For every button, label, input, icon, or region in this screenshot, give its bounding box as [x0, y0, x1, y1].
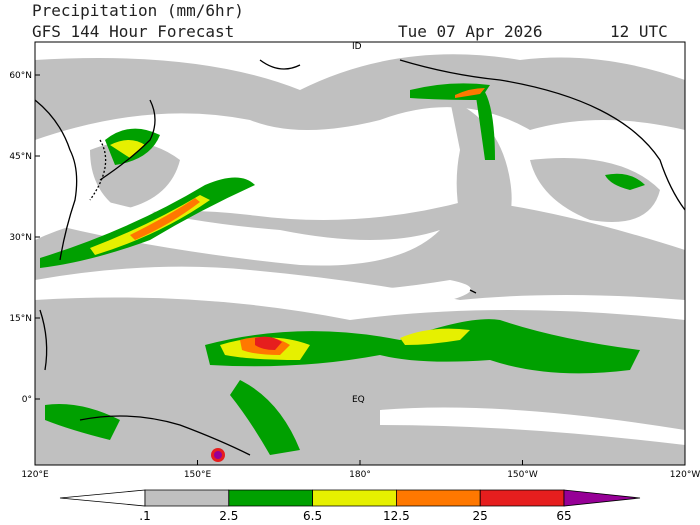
colorbar-swatch — [228, 489, 313, 507]
subtitle: GFS 144 Hour Forecast — [32, 22, 234, 41]
time: 12 UTC — [610, 22, 668, 41]
date: Tue 07 Apr 2026 — [398, 22, 543, 41]
colorbar-swatch — [563, 489, 641, 507]
lon-label: 180° — [349, 470, 371, 480]
colorbar-swatch — [479, 489, 565, 507]
colorbar-label: .1 — [139, 509, 150, 523]
title: Precipitation (mm/6hr) — [32, 1, 244, 20]
colorbar-swatch — [59, 489, 146, 507]
lat-label: 0° — [22, 395, 32, 405]
dateline-label: ID — [352, 42, 362, 52]
lon-label: 120°E — [21, 470, 49, 480]
lon-label: 120°W — [670, 470, 700, 480]
colorbar-label: 65 — [556, 509, 571, 523]
lat-label: 45°N — [9, 152, 32, 162]
colorbar-label: 12.5 — [383, 509, 410, 523]
lat-label: 60°N — [9, 71, 32, 81]
lon-label: 150°W — [507, 470, 538, 480]
colorbar-label: 25 — [473, 509, 488, 523]
equator-label: EQ — [352, 395, 365, 405]
lon-label: 150°E — [184, 470, 212, 480]
colorbar-swatch — [396, 489, 481, 507]
colorbar-swatch — [144, 489, 230, 507]
colorbar-label: 6.5 — [303, 509, 322, 523]
axis-labels: 60°N 45°N 30°N 15°N 0° 120°E 150°E 180° 150°W 120… — [9, 71, 700, 480]
colorbar-label: 2.5 — [219, 509, 238, 523]
map-field — [35, 42, 685, 465]
colorbar-swatch — [312, 489, 397, 507]
lat-label: 30°N — [9, 233, 32, 243]
colorbar: .1 2.5 6.5 12.5 25 65 — [59, 489, 641, 523]
lat-label: 15°N — [9, 314, 32, 324]
